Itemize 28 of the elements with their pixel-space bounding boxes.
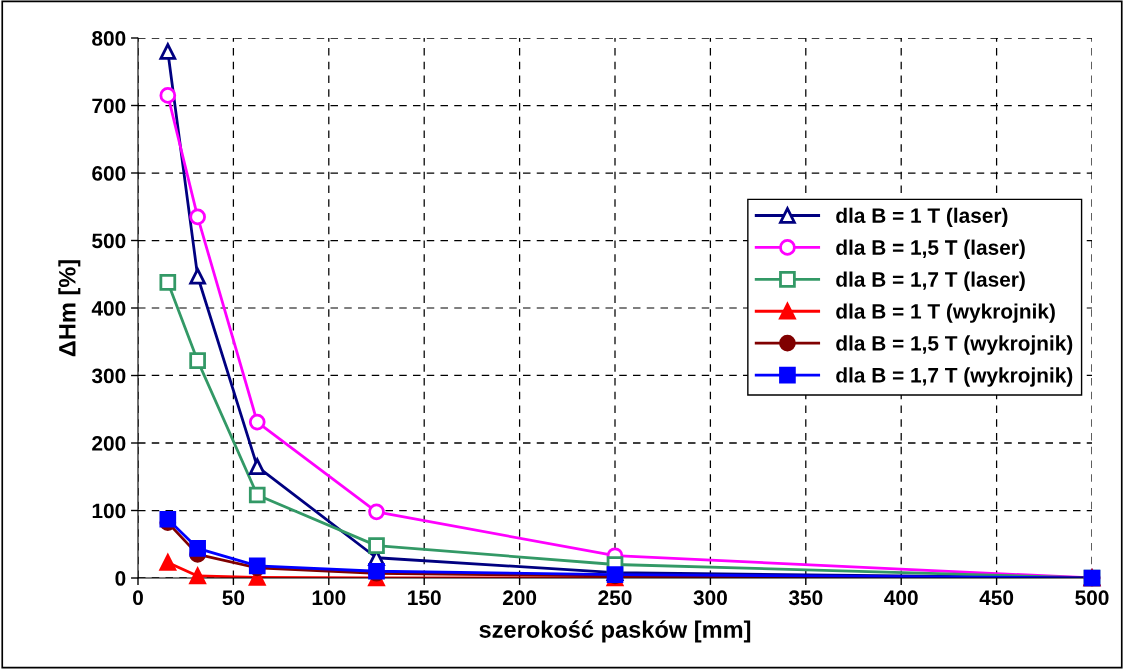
x-tick-label: 300 (693, 590, 727, 606)
x-tick-label: 0 (133, 590, 143, 606)
y-tick-label: 400 (91, 301, 126, 316)
x-tick-label: 50 (222, 590, 245, 606)
y-axis-title: ΔHm [%] (58, 260, 81, 357)
x-tick-label: 150 (408, 590, 441, 606)
legend-label: dla B = 1,5 T (wykrojnik) (836, 335, 1073, 355)
x-tick-label: 350 (788, 590, 823, 606)
x-tick-label: 200 (502, 590, 537, 606)
x-tick-label: 400 (884, 590, 918, 606)
y-tick-label: 800 (92, 31, 126, 46)
x-axis-title: szerokość pasków [mm] (479, 620, 751, 643)
y-tick-label: 300 (91, 368, 126, 384)
legend-label: dla B = 1 T (laser) (836, 207, 1008, 228)
legend-label: dla B = 1 T (wykrojnik) (836, 303, 1055, 323)
x-tick-label: 500 (1075, 590, 1109, 606)
y-tick-label: 100 (92, 503, 126, 519)
y-tick-label: 700 (92, 98, 126, 114)
legend-label: dla B = 1,7 T (laser) (836, 271, 1025, 291)
legend-label: dla B = 1,5 T (laser) (836, 239, 1025, 260)
y-tick-label: 200 (92, 436, 126, 451)
x-tick-label: 250 (598, 590, 632, 606)
y-tick-label: 500 (92, 233, 126, 249)
x-tick-label: 450 (979, 590, 1014, 606)
x-tick-label: 100 (312, 590, 346, 606)
y-tick-label: 600 (92, 166, 126, 181)
legend-label: dla B = 1,7 T (wykrojnik) (836, 367, 1073, 387)
y-tick-label: 0 (115, 571, 126, 586)
